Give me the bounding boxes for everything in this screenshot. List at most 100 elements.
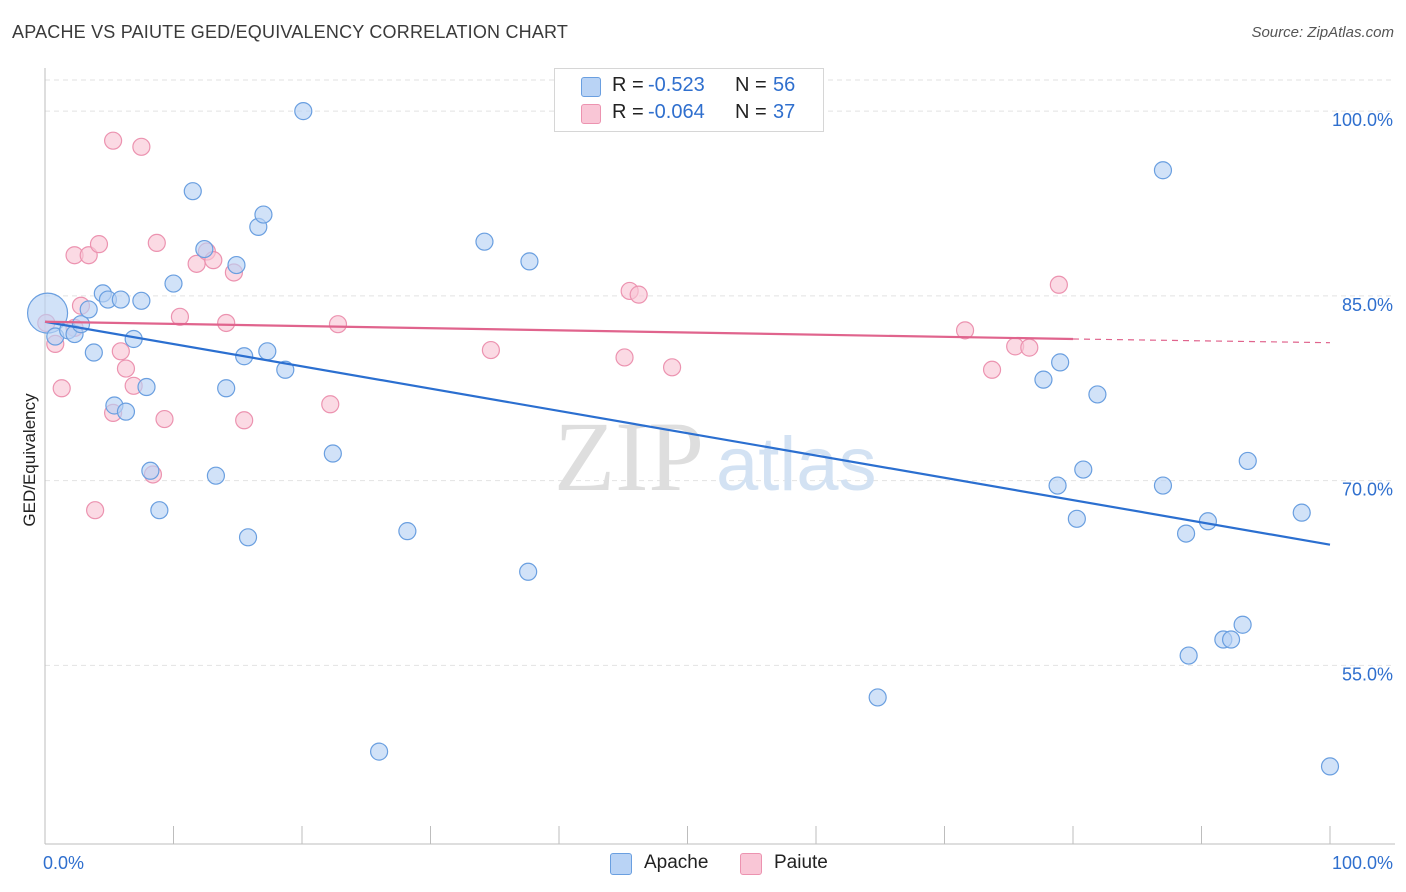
apache-r-value: -0.523: [648, 74, 705, 96]
chart-title: APACHE VS PAIUTE GED/EQUIVALENCY CORRELA…: [12, 22, 569, 42]
x-tick-label-1: 100.0%: [1332, 853, 1393, 873]
apache-point[interactable]: [1074, 460, 1093, 479]
paiute-point[interactable]: [629, 285, 648, 304]
apache-legend-label: Apache: [644, 852, 709, 873]
apache-point[interactable]: [254, 205, 273, 224]
paiute-r-label: R =: [612, 101, 644, 123]
apache-point[interactable]: [323, 444, 342, 463]
paiute-point[interactable]: [147, 233, 166, 253]
paiute-point[interactable]: [104, 131, 123, 150]
watermark: ZIP atlas: [554, 401, 877, 512]
apache-n-value: 56: [773, 74, 796, 96]
paiute-point[interactable]: [155, 409, 174, 429]
paiute-point[interactable]: [321, 395, 340, 414]
paiute-point[interactable]: [1020, 338, 1039, 357]
apache-point[interactable]: [520, 252, 539, 271]
apache-n-label: N =: [735, 74, 767, 96]
apache-point[interactable]: [116, 402, 136, 421]
paiute-point[interactable]: [111, 342, 130, 361]
apache-point[interactable]: [294, 102, 313, 121]
paiute-point[interactable]: [217, 313, 236, 333]
apache-point[interactable]: [1179, 646, 1198, 665]
apache-point[interactable]: [276, 360, 295, 379]
apache-point[interactable]: [1048, 476, 1067, 495]
apache-point[interactable]: [1153, 476, 1173, 495]
apache-point[interactable]: [1176, 524, 1196, 543]
paiute-point[interactable]: [662, 358, 682, 377]
y-tick-label-1: 85.0%: [1342, 295, 1393, 315]
paiute-point[interactable]: [116, 359, 136, 378]
apache-point[interactable]: [868, 688, 887, 707]
trend-lines: [44, 320, 1331, 546]
apache-point[interactable]: [519, 562, 538, 581]
paiute-legend-label: Paiute: [774, 852, 828, 873]
apache-point[interactable]: [1153, 161, 1173, 180]
axes-layer: [44, 68, 1395, 845]
y-tick-label-3: 55.0%: [1342, 664, 1393, 684]
apache-point[interactable]: [206, 466, 226, 485]
y-tick-label-2: 70.0%: [1342, 480, 1393, 500]
apache-swatch: [581, 77, 601, 97]
apache-point[interactable]: [475, 232, 494, 251]
apache-trend-line: [44, 320, 1331, 546]
apache-point[interactable]: [164, 274, 183, 293]
paiute-trend-extension: [1072, 338, 1331, 344]
apache-point[interactable]: [137, 377, 156, 397]
apache-point[interactable]: [1221, 630, 1241, 649]
apache-point[interactable]: [1034, 370, 1053, 389]
paiute-point[interactable]: [52, 379, 71, 398]
paiute-point[interactable]: [982, 360, 1002, 379]
apache-point[interactable]: [1292, 503, 1311, 522]
apache-point[interactable]: [217, 379, 236, 398]
paiute-trend-line: [44, 320, 1074, 341]
paiute-n-value: 37: [773, 101, 796, 123]
apache-point[interactable]: [183, 182, 202, 201]
apache-point[interactable]: [84, 343, 103, 362]
apache-point[interactable]: [79, 300, 98, 319]
apache-point[interactable]: [141, 461, 160, 480]
apache-r-label: R =: [612, 74, 644, 96]
source-label: Source: ZipAtlas.com: [1251, 24, 1394, 41]
apache-point[interactable]: [398, 522, 417, 541]
paiute-point[interactable]: [328, 315, 348, 334]
apache-point[interactable]: [1051, 353, 1070, 372]
correlation-legend: R = -0.523 N = 56 R = -0.064 N = 37: [554, 68, 824, 132]
paiute-point[interactable]: [79, 246, 98, 265]
apache-point[interactable]: [370, 742, 389, 761]
tick-labels: 100.0% 85.0% 70.0% 55.0% 0.0% 100.0%: [43, 110, 1393, 873]
x-tick-label-0: 0.0%: [43, 853, 84, 873]
apache-point[interactable]: [1233, 615, 1252, 634]
apache-point[interactable]: [195, 239, 214, 259]
paiute-n-label: N =: [735, 101, 767, 123]
apache-point[interactable]: [1238, 451, 1257, 471]
paiute-point[interactable]: [235, 411, 254, 430]
apache-point[interactable]: [238, 528, 258, 547]
grid-layer: [45, 79, 1395, 666]
series-legend: Apache Paiute: [0, 852, 1406, 880]
paiute-point[interactable]: [170, 307, 190, 326]
paiute-swatch: [581, 104, 601, 124]
y-tick-label-0: 100.0%: [1332, 110, 1393, 130]
paiute-point[interactable]: [615, 348, 634, 367]
paiute-point[interactable]: [481, 340, 500, 360]
paiute-point[interactable]: [89, 235, 109, 254]
paiute-point[interactable]: [955, 321, 975, 340]
paiute-point[interactable]: [1049, 275, 1068, 294]
apache-point[interactable]: [1088, 385, 1107, 404]
apache-point[interactable]: [227, 255, 246, 275]
paiute-point[interactable]: [132, 137, 151, 156]
apache-point[interactable]: [1067, 509, 1086, 528]
watermark-atlas: atlas: [716, 422, 877, 507]
apache-legend-swatch: [610, 853, 632, 875]
apache-point[interactable]: [258, 342, 277, 361]
apache-point[interactable]: [1198, 512, 1218, 531]
watermark-zip: ZIP: [554, 401, 704, 512]
apache-point[interactable]: [111, 290, 130, 309]
paiute-r-value: -0.064: [648, 101, 705, 123]
apache-point[interactable]: [132, 291, 151, 310]
paiute-legend-swatch: [740, 853, 762, 875]
apache-point[interactable]: [150, 501, 169, 520]
paiute-point[interactable]: [86, 501, 105, 520]
apache-point[interactable]: [1320, 757, 1340, 776]
